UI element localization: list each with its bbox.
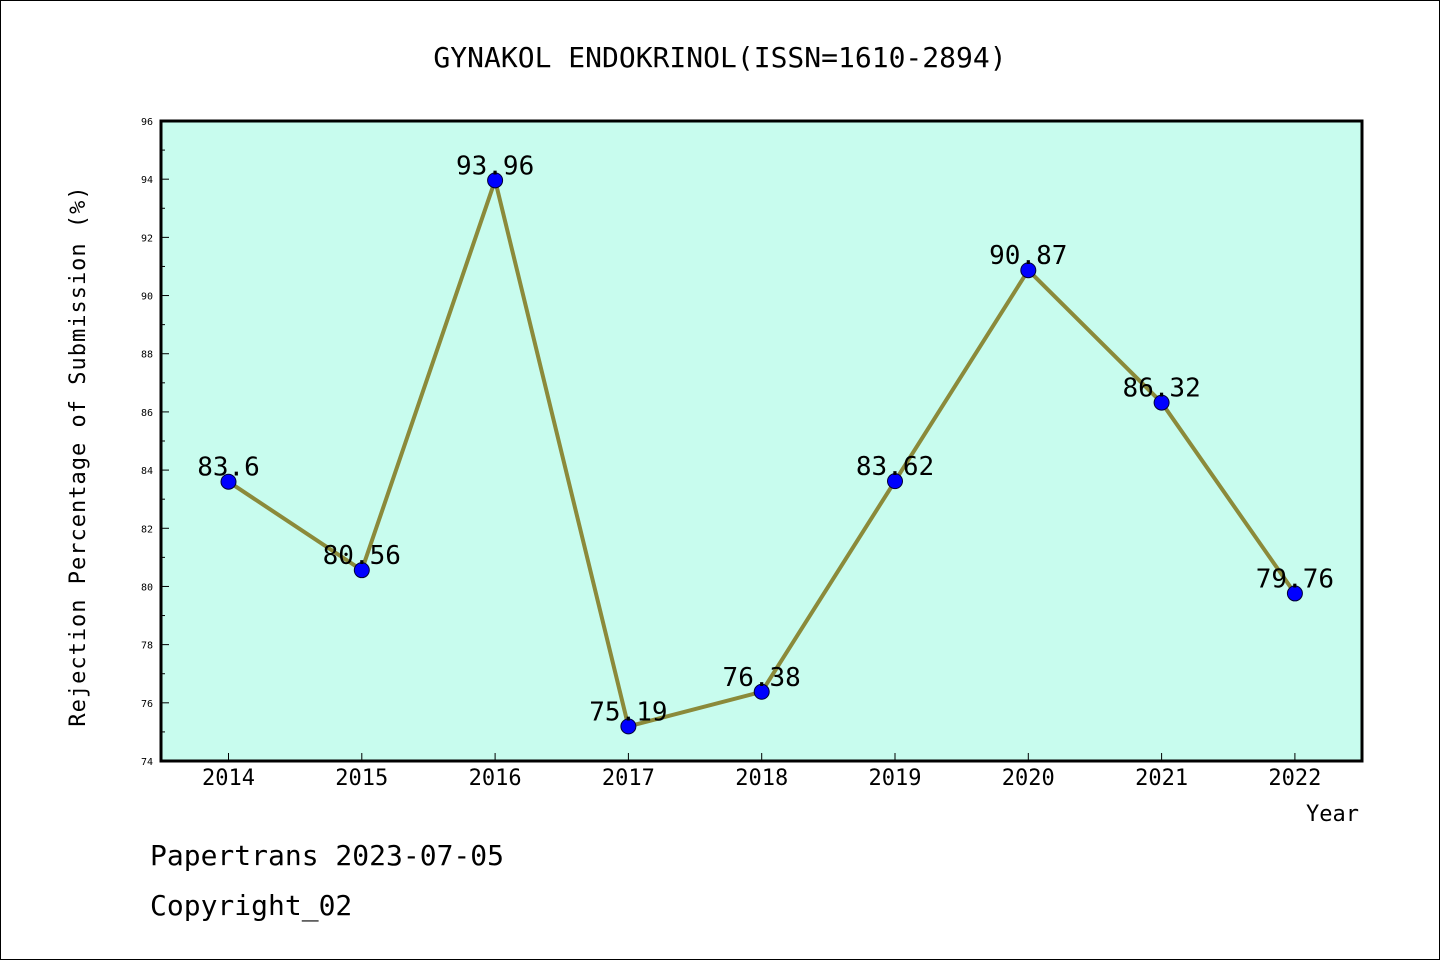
x-tick-label: 2016 (469, 766, 522, 791)
data-point (887, 473, 903, 490)
y-tick-label: 86 (141, 408, 153, 419)
data-label: 76.38 (723, 663, 801, 693)
y-tick-label: 94 (141, 175, 153, 186)
y-tick-label: 88 (141, 350, 153, 361)
y-tick-label: 90 (141, 292, 153, 303)
data-label: 83.62 (856, 452, 934, 482)
y-axis-label: Rejection Percentage of Submission (%) (66, 185, 91, 726)
x-tick-label: 2019 (869, 766, 922, 791)
data-point (1020, 262, 1037, 279)
data-label: 75.19 (589, 697, 667, 727)
data-label: 80.56 (323, 541, 401, 571)
data-label: 93.96 (456, 151, 534, 181)
copyright-text: Copyright_02 (150, 889, 352, 923)
x-tick-label: 2015 (335, 766, 388, 791)
chart-title: GYNAKOL ENDOKRINOL(ISSN=1610-2894) (433, 41, 1006, 74)
x-tick-label: 2018 (735, 766, 788, 791)
x-tick-label: 2021 (1135, 766, 1188, 791)
plot-area (159, 119, 1364, 763)
y-tick-label: 82 (141, 524, 153, 535)
x-axis: 2014 2015 2016 2017 2018 2019 2020 2021 2022 (202, 753, 1321, 791)
data-point (487, 172, 504, 189)
y-tick-label: 80 (141, 582, 153, 593)
y-tick-label: 74 (141, 757, 153, 768)
y-tick-label: 78 (141, 641, 153, 652)
x-tick-label: 2017 (602, 766, 655, 791)
data-point (753, 683, 770, 700)
data-point (620, 718, 637, 735)
y-tick-label: 96 (141, 117, 153, 128)
data-labels: 83.6 80.56 93.96 75.19 76.38 83.62 90.87 86.32 7… (197, 151, 1334, 727)
data-label: 86.32 (1122, 374, 1200, 404)
x-axis-label: Year (1306, 802, 1359, 827)
x-tick-label: 2014 (202, 766, 255, 791)
data-label: 79.76 (1256, 564, 1334, 594)
data-points (220, 172, 1303, 735)
data-point (1153, 394, 1170, 411)
x-tick-label: 2022 (1268, 766, 1321, 791)
source-text: Papertrans 2023-07-05 (150, 839, 504, 872)
data-point (353, 562, 370, 579)
y-tick-label: 76 (141, 699, 153, 710)
data-label: 83.6 (197, 453, 260, 483)
y-axis: 74 76 78 80 82 84 86 88 90 92 94 96 (141, 117, 169, 768)
y-tick-label: 92 (141, 233, 153, 244)
data-point (1286, 585, 1303, 602)
data-point (220, 473, 237, 490)
y-tick-label: 84 (141, 466, 153, 477)
x-tick-label: 2020 (1002, 766, 1055, 791)
data-label: 90.87 (989, 241, 1067, 271)
